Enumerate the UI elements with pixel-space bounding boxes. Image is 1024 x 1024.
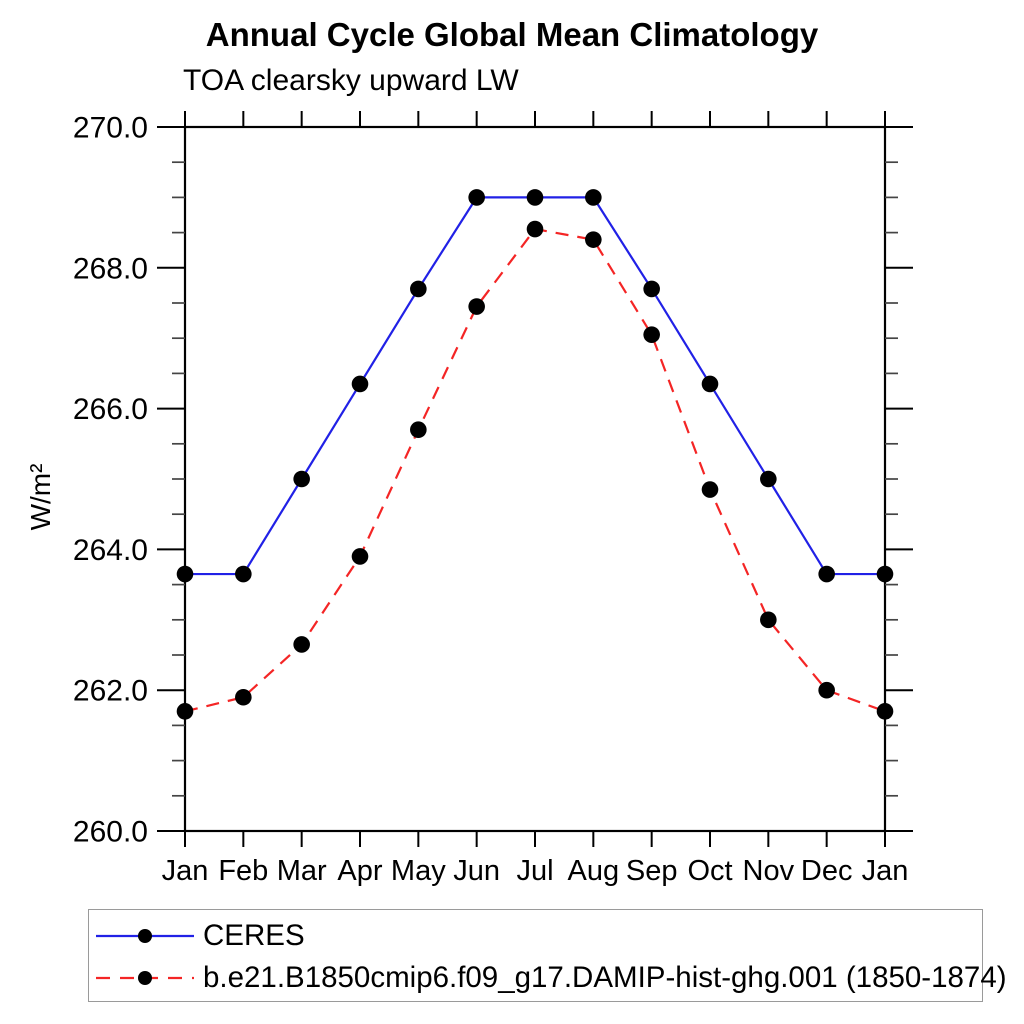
y-axis-tick-label: 260.0 xyxy=(73,816,148,849)
data-point-marker xyxy=(351,375,369,393)
legend-solid-line-sample xyxy=(96,929,194,943)
x-axis-tick-label: Jan xyxy=(862,855,909,887)
data-point-marker xyxy=(701,375,719,393)
x-axis-tick-label: Jul xyxy=(516,855,553,887)
data-point-marker xyxy=(351,548,369,565)
data-point-marker xyxy=(643,280,660,298)
series-line-1 xyxy=(184,227,886,713)
legend-dashed-line-sample xyxy=(96,971,194,985)
data-point-marker xyxy=(410,280,427,298)
data-point-marker xyxy=(643,326,660,343)
data-point-marker xyxy=(818,681,835,699)
data-point-marker xyxy=(235,688,252,706)
y-axis-tick-label: 264.0 xyxy=(73,534,148,567)
legend-label-model: b.e21.B1850cmip6.f09_g17.DAMIP-hist-ghg.… xyxy=(203,961,1007,994)
x-axis-tick-label: Apr xyxy=(337,855,382,887)
y-axis-tick-label: 266.0 xyxy=(73,393,148,426)
data-point-marker xyxy=(293,470,310,488)
x-axis-tick-label: Oct xyxy=(687,855,732,887)
legend-label-ceres: CERES xyxy=(203,919,305,952)
y-axis-tick-label: 262.0 xyxy=(73,675,148,708)
chart-title: Annual Cycle Global Mean Climatology xyxy=(205,16,819,53)
data-point-marker xyxy=(468,298,485,315)
y-axis-tick-label: 270.0 xyxy=(73,112,148,145)
y-axis-title: W/m² xyxy=(25,464,56,531)
chart-subtitle: TOA clearsky upward LW xyxy=(183,64,519,97)
x-axis-tick-label: Feb xyxy=(218,855,268,887)
x-axis-tick-label: Jun xyxy=(453,855,500,887)
data-point-marker xyxy=(176,703,194,720)
x-axis-tick-label: Sep xyxy=(626,855,678,887)
legend-marker-dot xyxy=(138,971,152,985)
data-point-marker xyxy=(526,220,544,238)
data-point-marker xyxy=(818,565,835,583)
legend-marker-dot xyxy=(138,929,152,943)
x-axis-tick-label: Nov xyxy=(743,855,795,887)
series-line-0 xyxy=(185,196,885,576)
data-point-marker xyxy=(585,189,602,206)
x-axis-tick-label: Mar xyxy=(277,855,327,887)
y-axis-tick-label: 268.0 xyxy=(73,252,148,285)
data-point-marker xyxy=(526,189,544,206)
data-point-marker xyxy=(760,611,777,629)
data-point-marker xyxy=(701,481,719,498)
data-point-marker xyxy=(235,565,252,583)
x-axis-tick-label: Aug xyxy=(568,855,620,887)
legend-item-ceres: CERES xyxy=(89,915,982,957)
data-point-marker xyxy=(876,565,894,583)
data-point-marker xyxy=(176,565,194,583)
data-point-marker xyxy=(876,703,894,720)
x-axis-tick-label: Jan xyxy=(162,855,209,887)
data-point-marker xyxy=(760,470,777,488)
data-point-marker xyxy=(585,231,602,248)
legend-box: CERES b.e21.B1850cmip6.f09_g17.DAMIP-his… xyxy=(88,909,1007,1002)
x-axis-tick-label: Dec xyxy=(801,855,853,887)
x-axis-tick-label: May xyxy=(391,855,446,887)
data-point-marker xyxy=(468,189,485,206)
data-point-marker xyxy=(410,421,427,439)
legend-item-model: b.e21.B1850cmip6.f09_g17.DAMIP-hist-ghg.… xyxy=(89,957,1007,999)
data-point-marker xyxy=(293,636,310,653)
